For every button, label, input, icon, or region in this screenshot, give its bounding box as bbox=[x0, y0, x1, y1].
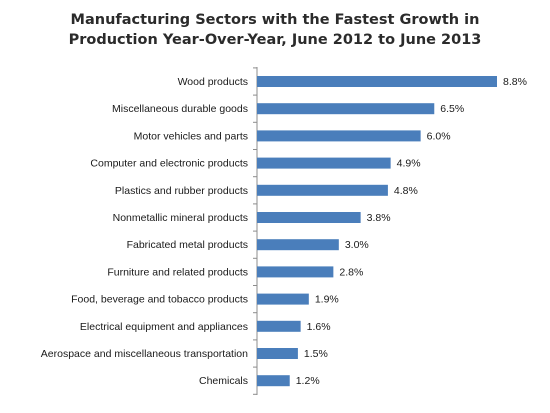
bar bbox=[257, 212, 361, 223]
category-label: Nonmetallic mineral products bbox=[113, 212, 248, 224]
category-label: Motor vehicles and parts bbox=[134, 130, 248, 142]
data-label: 3.8% bbox=[367, 212, 391, 224]
plot-area: Wood products 8.8% Miscellaneous durable g… bbox=[41, 67, 527, 395]
data-label: 1.5% bbox=[304, 348, 328, 360]
data-label: 4.8% bbox=[394, 185, 418, 197]
bar bbox=[257, 130, 421, 142]
category-label: Aerospace and miscellaneous transportati… bbox=[41, 348, 248, 360]
bar bbox=[257, 184, 388, 196]
bar bbox=[257, 320, 301, 332]
bar bbox=[257, 266, 334, 278]
data-label: 2.8% bbox=[339, 266, 363, 278]
data-label: 3.0% bbox=[345, 239, 369, 251]
bar bbox=[257, 239, 339, 251]
chart-title: Manufacturing Sectors with the Fastest G… bbox=[0, 10, 550, 50]
bar bbox=[257, 375, 290, 387]
category-label: Miscellaneous durable goods bbox=[112, 103, 248, 115]
category-label: Furniture and related products bbox=[107, 266, 248, 278]
bar bbox=[257, 76, 497, 87]
data-label: 4.9% bbox=[397, 158, 421, 170]
data-label: 1.6% bbox=[307, 321, 331, 333]
bar bbox=[257, 293, 309, 305]
category-label: Plastics and rubber products bbox=[115, 185, 248, 197]
bar bbox=[257, 103, 435, 115]
category-label: Computer and electronic products bbox=[90, 158, 248, 170]
chart-title-line-2: Production Year-Over-Year, June 2012 to … bbox=[68, 32, 482, 48]
category-label: Wood products bbox=[178, 76, 248, 88]
data-label: 1.9% bbox=[315, 294, 339, 306]
category-label: Food, beverage and tobacco products bbox=[71, 294, 248, 306]
category-label: Fabricated metal products bbox=[127, 239, 248, 251]
data-label: 6.5% bbox=[440, 103, 464, 115]
bar bbox=[257, 157, 391, 169]
data-label: 1.2% bbox=[296, 375, 320, 387]
category-label: Chemicals bbox=[199, 375, 248, 387]
chart-title-line-1: Manufacturing Sectors with the Fastest G… bbox=[70, 12, 480, 28]
data-label: 6.0% bbox=[427, 130, 451, 142]
bar bbox=[257, 348, 298, 359]
category-label: Electrical equipment and appliances bbox=[80, 321, 248, 333]
data-label: 8.8% bbox=[503, 76, 527, 88]
